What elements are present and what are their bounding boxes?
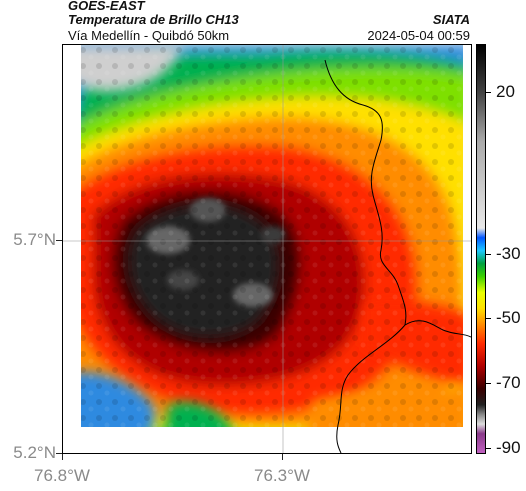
x-tick-label: 76.3°W [254, 466, 310, 485]
product-title: Temperatura de Brillo CH13 [68, 12, 239, 27]
satellite-source: GOES-EAST [68, 0, 145, 13]
colorbar-label: -30 [496, 243, 521, 263]
x-tick-mark-76-8 [62, 454, 63, 460]
organization-label: SIATA [432, 12, 470, 27]
colorbar-tick [486, 382, 491, 384]
timestamp: 2024-05-04 00:59 [367, 28, 470, 43]
colorbar [476, 44, 486, 454]
gridlines [63, 45, 471, 453]
department-border [324, 59, 471, 453]
colorbar-tick [486, 253, 491, 255]
brightness-temperature-map[interactable] [63, 45, 471, 453]
y-tick-mark-5-7 [56, 240, 62, 241]
colorbar-tick [486, 92, 491, 94]
map-panel[interactable] [62, 44, 472, 454]
x-tick-mark-76-3 [282, 454, 283, 460]
x-tick-label: 76.8°W [34, 466, 90, 485]
y-tick-label: 5.7°N [13, 230, 56, 249]
colorbar-label: -90 [496, 437, 521, 457]
colorbar-tick [486, 318, 491, 320]
colorbar-label: 20 [496, 82, 515, 102]
area-label: Vía Medellín - Quibdó 50km [68, 28, 230, 43]
colorbar-tick [486, 447, 491, 449]
temperature-field [63, 45, 471, 453]
colorbar-label: -70 [496, 372, 521, 392]
colorbar-label: -50 [496, 308, 521, 328]
y-tick-mark-5-2 [56, 453, 62, 454]
y-tick-label: 5.2°N [13, 443, 56, 462]
